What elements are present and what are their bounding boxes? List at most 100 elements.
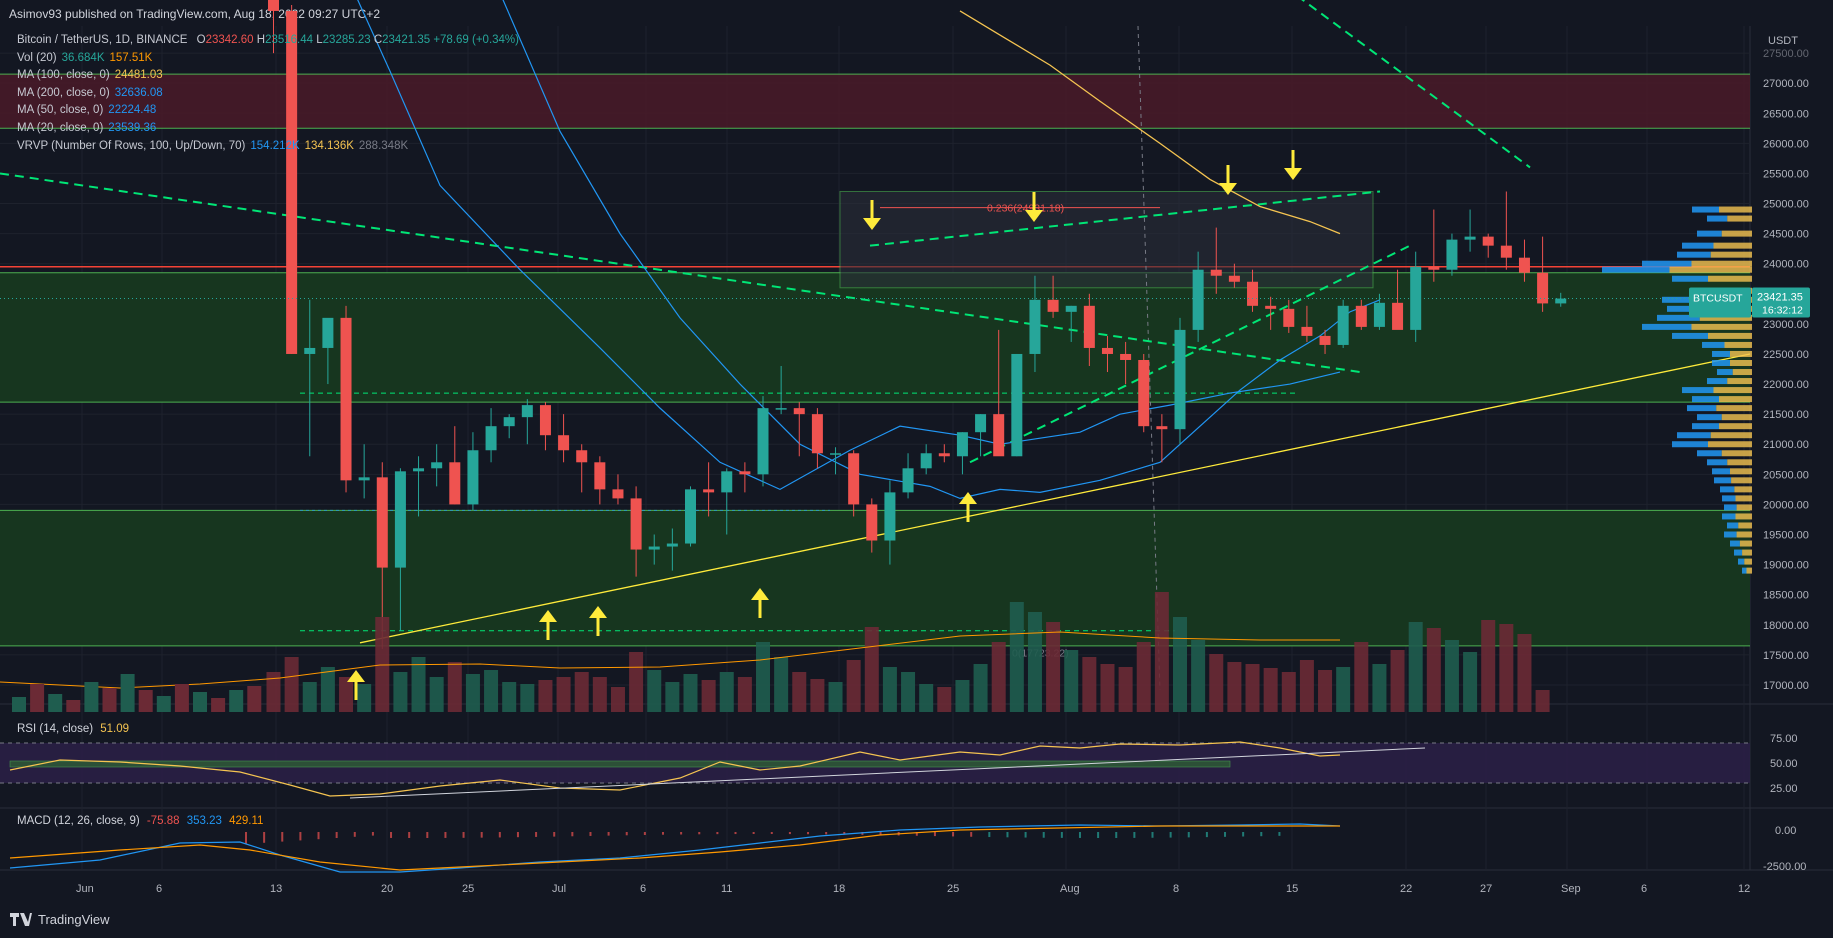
volume-profile-bar [1687, 405, 1717, 412]
volume-profile-bar [1724, 531, 1737, 538]
volume-bar [1118, 667, 1133, 712]
volume-profile-bar [1730, 468, 1752, 475]
time-axis-tick: Jun [76, 883, 94, 895]
candle-body [1174, 329, 1186, 430]
volume-bar [465, 674, 480, 712]
price-axis-tick: 27500.00 [1763, 48, 1809, 60]
volume-profile-bar [1734, 549, 1743, 556]
volume-profile-bar [1727, 378, 1752, 385]
macd-histogram-bar [335, 832, 338, 838]
macd-histogram-bar [825, 832, 828, 835]
macd-histogram-bar [788, 832, 791, 835]
candle-body [1265, 305, 1277, 309]
candle-body [866, 504, 878, 541]
candle-body [304, 347, 316, 354]
macd-histogram-bar [371, 832, 374, 836]
time-axis-tick: 6 [156, 883, 162, 895]
volume-bar [211, 698, 226, 712]
trendline-top [1301, 0, 1531, 169]
macd-legend[interactable]: MACD (12, 26, close, 9) -75.88 353.23 42… [17, 815, 263, 827]
price-axis-tick: 26500.00 [1763, 108, 1809, 120]
time-axis-tick: 12 [1738, 883, 1750, 895]
candle-body [848, 453, 860, 505]
macd-value-2: 353.23 [186, 815, 222, 827]
legend-ma20[interactable]: MA (20, close, 0) 23539.36 [17, 120, 519, 138]
ohlc-close-label: C [373, 34, 383, 46]
price-axis-tick: 18000.00 [1763, 620, 1809, 632]
legend-ma100[interactable]: MA (100, close, 0) 24481.03 [17, 67, 519, 85]
price-axis-tick: 23000.00 [1763, 319, 1809, 331]
volume-profile-bar [1692, 206, 1719, 213]
ma100-line [959, 10, 1341, 235]
volume-profile-bar [1712, 359, 1730, 366]
candle-body [1410, 266, 1422, 330]
legend-ma50[interactable]: MA (50, close, 0) 22224.48 [17, 102, 519, 120]
ohlc-close: 23421.35 [382, 34, 431, 46]
volume-profile-bar [1727, 522, 1739, 529]
volume-bar [629, 652, 644, 712]
vol-value-1: 36.684K [61, 51, 105, 64]
volume-profile-bar [1672, 332, 1708, 339]
down-arrow-marker [1219, 183, 1237, 195]
price-axis-tick: 24500.00 [1763, 229, 1809, 241]
candle-body [1392, 302, 1404, 330]
volume-bar [792, 672, 807, 712]
macd-histogram-bar [716, 832, 719, 835]
candle-body [938, 453, 950, 457]
volume-profile-bar [1730, 350, 1752, 357]
macd-histogram-bar [988, 832, 991, 838]
macd-histogram-bar [353, 832, 356, 837]
legend-ma200[interactable]: MA (200, close, 0) 32636.08 [17, 85, 519, 103]
volume-bar [937, 687, 952, 712]
volume-bar [1535, 690, 1550, 712]
macd-histogram-bar [535, 832, 538, 837]
volume-bar [1173, 617, 1187, 712]
volume-profile-bar [1697, 230, 1722, 237]
volume-profile-bar [1708, 332, 1752, 339]
rsi-legend[interactable]: RSI (14, close) 51.09 [17, 723, 129, 735]
volume-profile-bar [1707, 378, 1728, 385]
price-axis-tick: 19000.00 [1763, 560, 1809, 572]
candle-body [993, 414, 1005, 457]
volume-bar [320, 667, 335, 712]
volume-bar [1009, 602, 1024, 712]
ohlc-open-label: O [196, 34, 206, 46]
candle-body [757, 408, 769, 475]
time-axis-tick: 6 [640, 883, 646, 895]
volume-bar [774, 657, 789, 712]
macd-histogram-bar [1187, 832, 1190, 838]
candle-body [467, 450, 479, 505]
brand-name: TradingView [38, 912, 110, 927]
volume-profile-bar [1669, 266, 1752, 273]
candle-body [558, 435, 570, 451]
candle-body [666, 543, 678, 547]
price-axis-tick: 19500.00 [1763, 530, 1809, 542]
tradingview-brand[interactable]: TradingView [10, 912, 110, 927]
up-arrow-marker [751, 588, 769, 600]
legend-vol[interactable]: Vol (20) 36.684K 157.51K [17, 50, 519, 68]
macd-histogram-bar [299, 832, 302, 841]
price-axis-tick: 22000.00 [1763, 379, 1809, 391]
macd-histogram-bar [390, 832, 393, 838]
macd-histogram-bar [1242, 832, 1245, 837]
price-axis-tick: 18500.00 [1763, 590, 1809, 602]
macd-histogram-bar [317, 832, 320, 840]
volume-profile-bar [1722, 495, 1736, 502]
volume-bar [1100, 664, 1115, 712]
macd-histogram-bar [1078, 832, 1081, 838]
macd-histogram-bar [1115, 832, 1118, 838]
ohlc-low: 23285.23 [322, 34, 371, 46]
legend-vrvp[interactable]: VRVP (Number Of Rows, 100, Up/Down, 70) 1… [17, 138, 519, 156]
volume-profile-bar [1713, 242, 1752, 249]
volume-profile-bar [1735, 495, 1752, 502]
macd-histogram-bar [770, 832, 773, 835]
symbol-row[interactable]: Bitcoin / TetherUS, 1D, BINANCE O23342.6… [17, 32, 519, 50]
candle-body [739, 471, 751, 475]
macd-histogram-bar [607, 832, 610, 836]
volume-bar [701, 680, 716, 712]
volume-profile-bar [1727, 215, 1752, 222]
volume-profile-bar [1719, 396, 1752, 403]
volume-bar [302, 682, 317, 712]
volume-bar [574, 672, 589, 712]
